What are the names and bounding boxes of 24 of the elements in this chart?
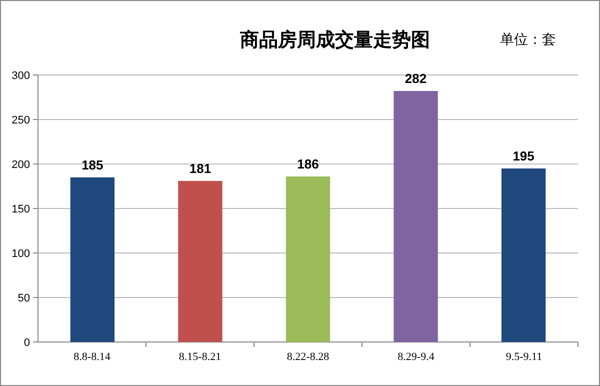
x-tick-label: 8.29-9.4 bbox=[398, 351, 435, 363]
chart-title: 商品房周成交量走势图 bbox=[239, 29, 430, 51]
y-tick-label: 250 bbox=[12, 114, 30, 126]
data-label: 282 bbox=[404, 71, 427, 86]
x-tick-label: 8.15-8.21 bbox=[178, 351, 222, 363]
bar bbox=[178, 180, 222, 342]
y-tick-label: 100 bbox=[12, 248, 30, 260]
bar bbox=[286, 176, 330, 342]
x-tick-label: 8.8-8.14 bbox=[74, 351, 111, 363]
bar bbox=[394, 91, 438, 342]
data-label: 186 bbox=[297, 156, 319, 172]
chart-subtitle: 单位：套 bbox=[500, 32, 556, 48]
x-tick-label: 8.22-8.28 bbox=[286, 351, 330, 363]
y-tick-label: 200 bbox=[12, 158, 30, 171]
bar bbox=[501, 168, 546, 342]
y-tick-label: 0 bbox=[24, 336, 30, 349]
bar bbox=[70, 177, 115, 342]
x-tick-label: 9.5-9.11 bbox=[506, 351, 542, 363]
data-label: 195 bbox=[512, 148, 534, 164]
data-label: 185 bbox=[82, 157, 104, 172]
y-tick-label: 50 bbox=[18, 292, 30, 304]
data-label: 181 bbox=[189, 160, 212, 176]
y-tick-label: 300 bbox=[12, 70, 30, 82]
y-tick-label: 150 bbox=[12, 203, 30, 216]
